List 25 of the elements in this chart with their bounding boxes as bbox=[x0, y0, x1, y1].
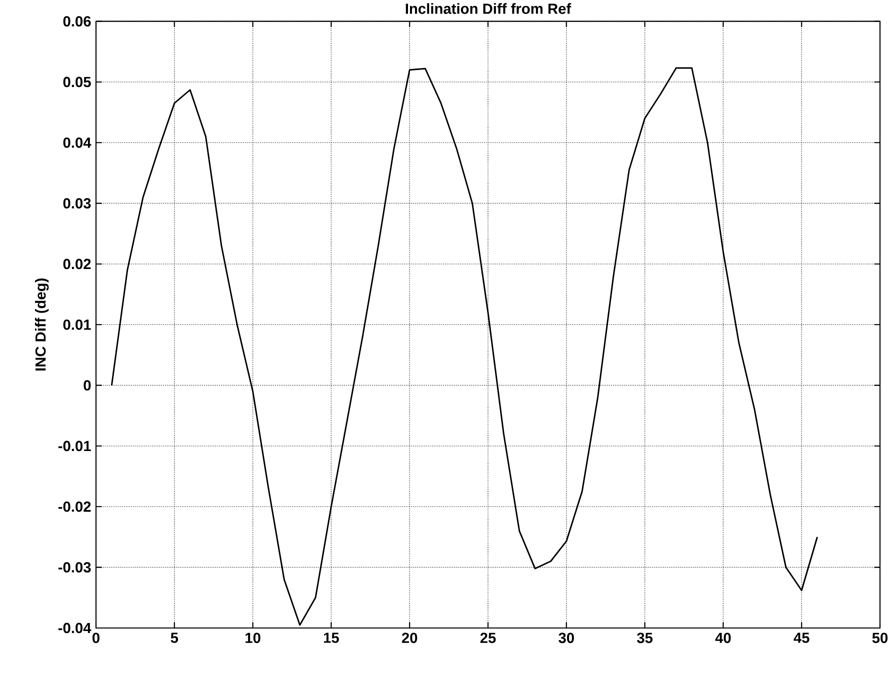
x-tick-label: 35 bbox=[636, 632, 653, 644]
y-tick-label: -0.01 bbox=[58, 440, 91, 452]
y-tick-label: 0.05 bbox=[63, 76, 91, 88]
y-tick-label: 0 bbox=[84, 380, 91, 391]
x-tick-label: 30 bbox=[558, 632, 574, 644]
x-tick-label: 10 bbox=[246, 632, 260, 644]
y-tick-label: -0.04 bbox=[58, 622, 92, 634]
y-tick-label: 0.03 bbox=[63, 198, 91, 209]
y-tick-label: 0.01 bbox=[63, 319, 91, 330]
x-tick-label: 40 bbox=[715, 632, 731, 644]
y-tick-label: 0.02 bbox=[63, 258, 91, 270]
x-tick-label: 20 bbox=[402, 632, 418, 644]
chart-title: Inclination Diff from Ref bbox=[406, 3, 572, 14]
y-tick-label: -0.02 bbox=[58, 501, 91, 512]
x-tick-label: 5 bbox=[170, 632, 178, 643]
x-tick-label: 0 bbox=[92, 632, 100, 644]
y-tick-label: -0.03 bbox=[58, 562, 91, 573]
x-tick-label: 15 bbox=[324, 632, 339, 643]
x-tick-label: 25 bbox=[480, 632, 496, 644]
line-series bbox=[110, 67, 818, 626]
y-tick-label: 0.06 bbox=[63, 16, 91, 27]
x-tick-label: 50 bbox=[872, 632, 888, 644]
x-tick-label: 45 bbox=[794, 632, 810, 643]
y-tick-label: 0.04 bbox=[63, 137, 92, 148]
y-axis-title: INC Diff (deg) bbox=[34, 278, 49, 371]
